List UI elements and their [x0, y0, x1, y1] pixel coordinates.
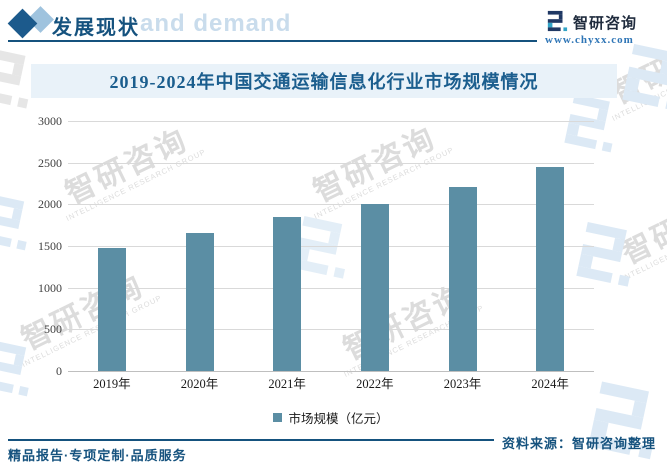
- gridline-1500: [68, 246, 594, 247]
- y-axis-tick-0: 0: [56, 364, 62, 378]
- chart-title: 2019-2024年中国交通运输信息化行业市场规模情况: [109, 72, 539, 92]
- data-source-note: 资料来源：智研咨询整理: [502, 436, 657, 451]
- gridline-3000: [68, 121, 594, 122]
- gridline-0: [68, 371, 594, 372]
- brand-block: 智研咨询 www.chyxx.com: [545, 10, 636, 46]
- zhiyan-logo-icon: [547, 10, 568, 32]
- gridline-500: [68, 329, 594, 331]
- bar-2019年: [97, 248, 126, 371]
- legend-label: 市场规模（亿元）: [288, 411, 389, 426]
- x-axis-tick-2019年: 2019年: [93, 377, 131, 391]
- x-axis-tick-2020年: 2020年: [180, 377, 219, 391]
- gridline-1000: [68, 287, 594, 289]
- gridline-2500: [68, 162, 594, 164]
- chart-title-banner: 2019-2024年中国交通运输信息化行业市场规模情况: [31, 64, 617, 98]
- bar-2020年: [185, 233, 214, 371]
- footer-divider: [8, 439, 494, 441]
- bar-2022年: [360, 204, 389, 371]
- brand-url-link[interactable]: www.chyxx.com: [545, 34, 634, 46]
- brand-name: 智研咨询: [573, 15, 638, 32]
- chart-legend: 市场规模（亿元）: [68, 409, 594, 426]
- bar-2021年: [273, 217, 302, 371]
- y-axis-tick-2000: 2000: [38, 197, 62, 212]
- legend-swatch: [273, 412, 283, 422]
- y-axis-tick-1000: 1000: [38, 280, 62, 295]
- header-divider: [8, 40, 537, 42]
- y-axis-tick-1500: 1500: [38, 239, 62, 253]
- section-title: 发展现状: [52, 17, 140, 39]
- y-axis-tick-2500: 2500: [38, 155, 62, 170]
- bar-2024年: [536, 166, 565, 371]
- gridline-2000: [68, 204, 594, 206]
- footer-slogan: 精品报告·专项定制·品质服务: [8, 448, 187, 463]
- x-axis-tick-2024年: 2024年: [531, 377, 569, 391]
- x-axis-tick-2023年: 2023年: [443, 377, 482, 391]
- x-axis-tick-2021年: 2021年: [268, 377, 306, 391]
- y-axis-tick-500: 500: [44, 322, 62, 337]
- y-axis-tick-3000: 3000: [38, 114, 62, 128]
- bar-2023年: [448, 186, 477, 371]
- x-axis-tick-2022年: 2022年: [356, 377, 394, 391]
